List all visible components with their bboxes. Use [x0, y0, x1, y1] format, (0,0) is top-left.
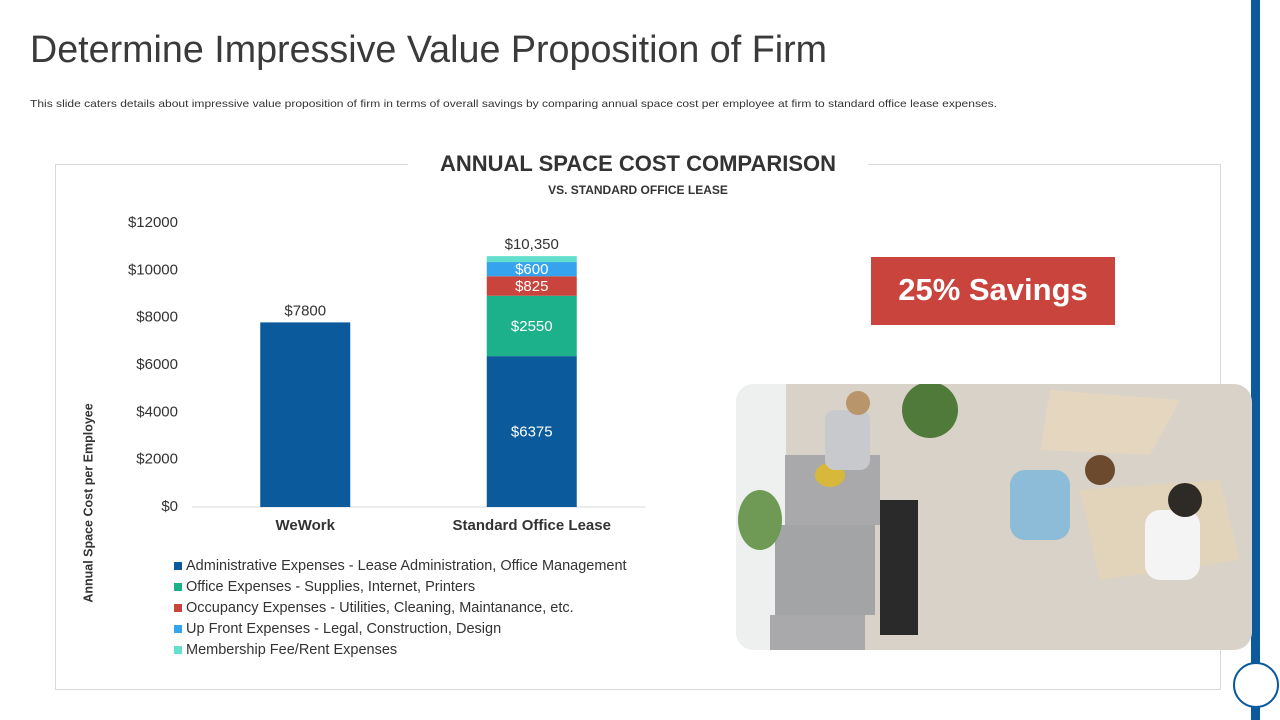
y-tick-label: $2000: [136, 451, 178, 468]
y-tick-label: $10000: [128, 261, 178, 278]
y-tick-label: $4000: [136, 403, 178, 420]
bar-segment: [486, 295, 577, 357]
bar-segment: [260, 322, 351, 507]
x-tick-label: WeWork: [276, 517, 336, 534]
value-label: $600: [515, 261, 548, 278]
chart-title: ANNUAL SPACE COST COMPARISON: [440, 151, 836, 176]
title: Determine Impressive Value Proposition o…: [30, 29, 827, 71]
legend-swatch: [174, 583, 182, 591]
total-label: $10,350: [505, 236, 559, 253]
legend-swatch: [174, 562, 182, 570]
bar-segment: [486, 356, 577, 507]
legend-swatch: [174, 646, 182, 654]
x-tick-label: Standard Office Lease: [453, 517, 611, 534]
bar-segment: [486, 256, 577, 263]
legend-label: Occupancy Expenses - Utilities, Cleaning…: [186, 600, 574, 616]
side-bar: [1251, 0, 1260, 720]
value-label: $2550: [511, 318, 553, 335]
y-axis-label: Annual Space Cost per Employee: [81, 403, 95, 602]
y-tick-label: $6000: [136, 356, 178, 373]
total-label: $7800: [284, 302, 326, 319]
legend-swatch: [174, 604, 182, 612]
legend-label: Up Front Expenses - Legal, Construction,…: [186, 621, 501, 637]
value-label: $825: [515, 278, 548, 295]
y-tick-label: $0: [161, 498, 178, 515]
bar-segment: [486, 262, 577, 277]
chart-subtitle: VS. STANDARD OFFICE LEASE: [548, 183, 728, 197]
bar-segment: [486, 276, 577, 296]
title-gap: [408, 150, 868, 180]
legend-swatch: [174, 625, 182, 633]
subtitle: This slide caters details about impressi…: [30, 98, 997, 110]
office-photo: [736, 384, 1252, 650]
legend-label: Membership Fee/Rent Expenses: [186, 642, 397, 658]
value-label: $6375: [511, 424, 553, 441]
legend-label: Office Expenses - Supplies, Internet, Pr…: [186, 579, 475, 595]
savings-text: 25% Savings: [898, 272, 1088, 307]
corner-circle: [1233, 662, 1279, 708]
y-tick-label: $8000: [136, 309, 178, 326]
savings-badge: [871, 257, 1115, 325]
legend-label: Administrative Expenses - Lease Administ…: [186, 558, 627, 574]
y-tick-label: $12000: [128, 214, 178, 231]
